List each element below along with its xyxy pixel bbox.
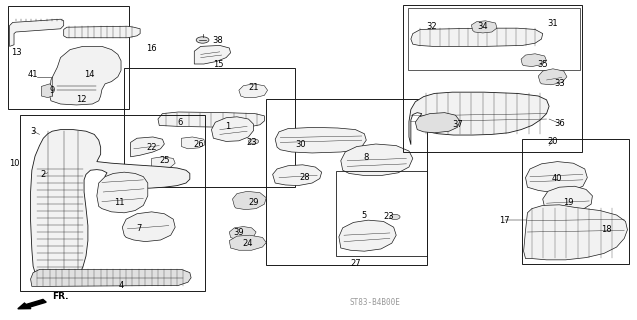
- Polygon shape: [131, 137, 164, 157]
- Polygon shape: [41, 84, 52, 98]
- Text: 30: 30: [296, 140, 306, 149]
- Text: 9: 9: [50, 86, 55, 95]
- Text: 39: 39: [234, 228, 244, 237]
- Text: 41: 41: [28, 70, 38, 79]
- Polygon shape: [275, 127, 366, 153]
- Text: 34: 34: [478, 22, 488, 31]
- FancyArrow shape: [18, 300, 47, 309]
- Polygon shape: [194, 45, 231, 64]
- Text: 25: 25: [159, 156, 169, 165]
- Polygon shape: [524, 205, 627, 260]
- Bar: [408, 8, 580, 70]
- Bar: [124, 68, 295, 187]
- Circle shape: [196, 37, 209, 43]
- Circle shape: [390, 214, 400, 220]
- Text: 32: 32: [427, 22, 437, 31]
- Polygon shape: [415, 113, 460, 133]
- Text: ST83-B4B00E: ST83-B4B00E: [349, 298, 400, 307]
- Bar: [266, 99, 427, 265]
- Polygon shape: [341, 144, 413, 175]
- Text: 14: 14: [84, 70, 94, 79]
- Text: 4: 4: [118, 281, 124, 290]
- Text: FR.: FR.: [52, 292, 69, 301]
- Polygon shape: [471, 21, 497, 33]
- Bar: [403, 5, 582, 152]
- Text: 23: 23: [247, 138, 257, 147]
- Text: 31: 31: [548, 20, 558, 28]
- Polygon shape: [543, 186, 592, 214]
- Polygon shape: [521, 54, 547, 67]
- Text: 28: 28: [299, 173, 310, 182]
- Text: 11: 11: [115, 198, 125, 207]
- Text: 2: 2: [41, 170, 46, 179]
- Text: 37: 37: [452, 120, 462, 129]
- Text: 21: 21: [248, 84, 259, 92]
- Text: 36: 36: [554, 119, 564, 128]
- Text: 27: 27: [350, 260, 361, 268]
- Polygon shape: [538, 69, 567, 85]
- Text: 24: 24: [242, 239, 252, 248]
- Polygon shape: [182, 137, 205, 149]
- Text: 35: 35: [538, 60, 548, 69]
- Polygon shape: [233, 191, 266, 210]
- Polygon shape: [239, 84, 268, 98]
- Text: 15: 15: [213, 60, 223, 69]
- Polygon shape: [50, 46, 121, 105]
- Text: 12: 12: [76, 95, 87, 104]
- Text: 40: 40: [552, 174, 562, 183]
- Polygon shape: [10, 19, 64, 46]
- Polygon shape: [211, 117, 254, 141]
- Bar: [336, 171, 427, 256]
- Text: 13: 13: [11, 48, 21, 57]
- Text: 38: 38: [213, 36, 223, 45]
- Polygon shape: [273, 165, 322, 186]
- Polygon shape: [97, 172, 148, 213]
- Text: 3: 3: [31, 127, 36, 136]
- Text: 18: 18: [601, 225, 612, 234]
- Text: 17: 17: [499, 216, 510, 225]
- Bar: [522, 139, 629, 264]
- Polygon shape: [152, 157, 175, 169]
- Text: 7: 7: [136, 224, 141, 233]
- Polygon shape: [339, 220, 396, 251]
- Bar: [8, 6, 129, 109]
- Polygon shape: [526, 162, 587, 193]
- Text: 20: 20: [548, 137, 558, 146]
- Text: 33: 33: [554, 79, 564, 88]
- Polygon shape: [229, 227, 256, 239]
- Text: 29: 29: [248, 198, 259, 207]
- Text: 1: 1: [225, 122, 231, 131]
- Polygon shape: [158, 112, 264, 127]
- Text: 8: 8: [364, 153, 369, 162]
- Text: 19: 19: [563, 198, 573, 207]
- Polygon shape: [411, 28, 543, 46]
- Text: 6: 6: [177, 118, 182, 127]
- Text: 26: 26: [194, 140, 204, 149]
- Text: 5: 5: [362, 211, 367, 220]
- Text: 10: 10: [9, 159, 19, 168]
- Circle shape: [248, 139, 259, 144]
- Text: 23: 23: [383, 212, 394, 221]
- Polygon shape: [409, 92, 549, 145]
- Polygon shape: [31, 130, 190, 279]
- Polygon shape: [64, 26, 140, 38]
- Polygon shape: [122, 212, 175, 242]
- Text: 22: 22: [147, 143, 157, 152]
- Text: 16: 16: [147, 44, 157, 53]
- Bar: [20, 115, 205, 291]
- Polygon shape: [229, 235, 266, 250]
- Polygon shape: [31, 269, 191, 286]
